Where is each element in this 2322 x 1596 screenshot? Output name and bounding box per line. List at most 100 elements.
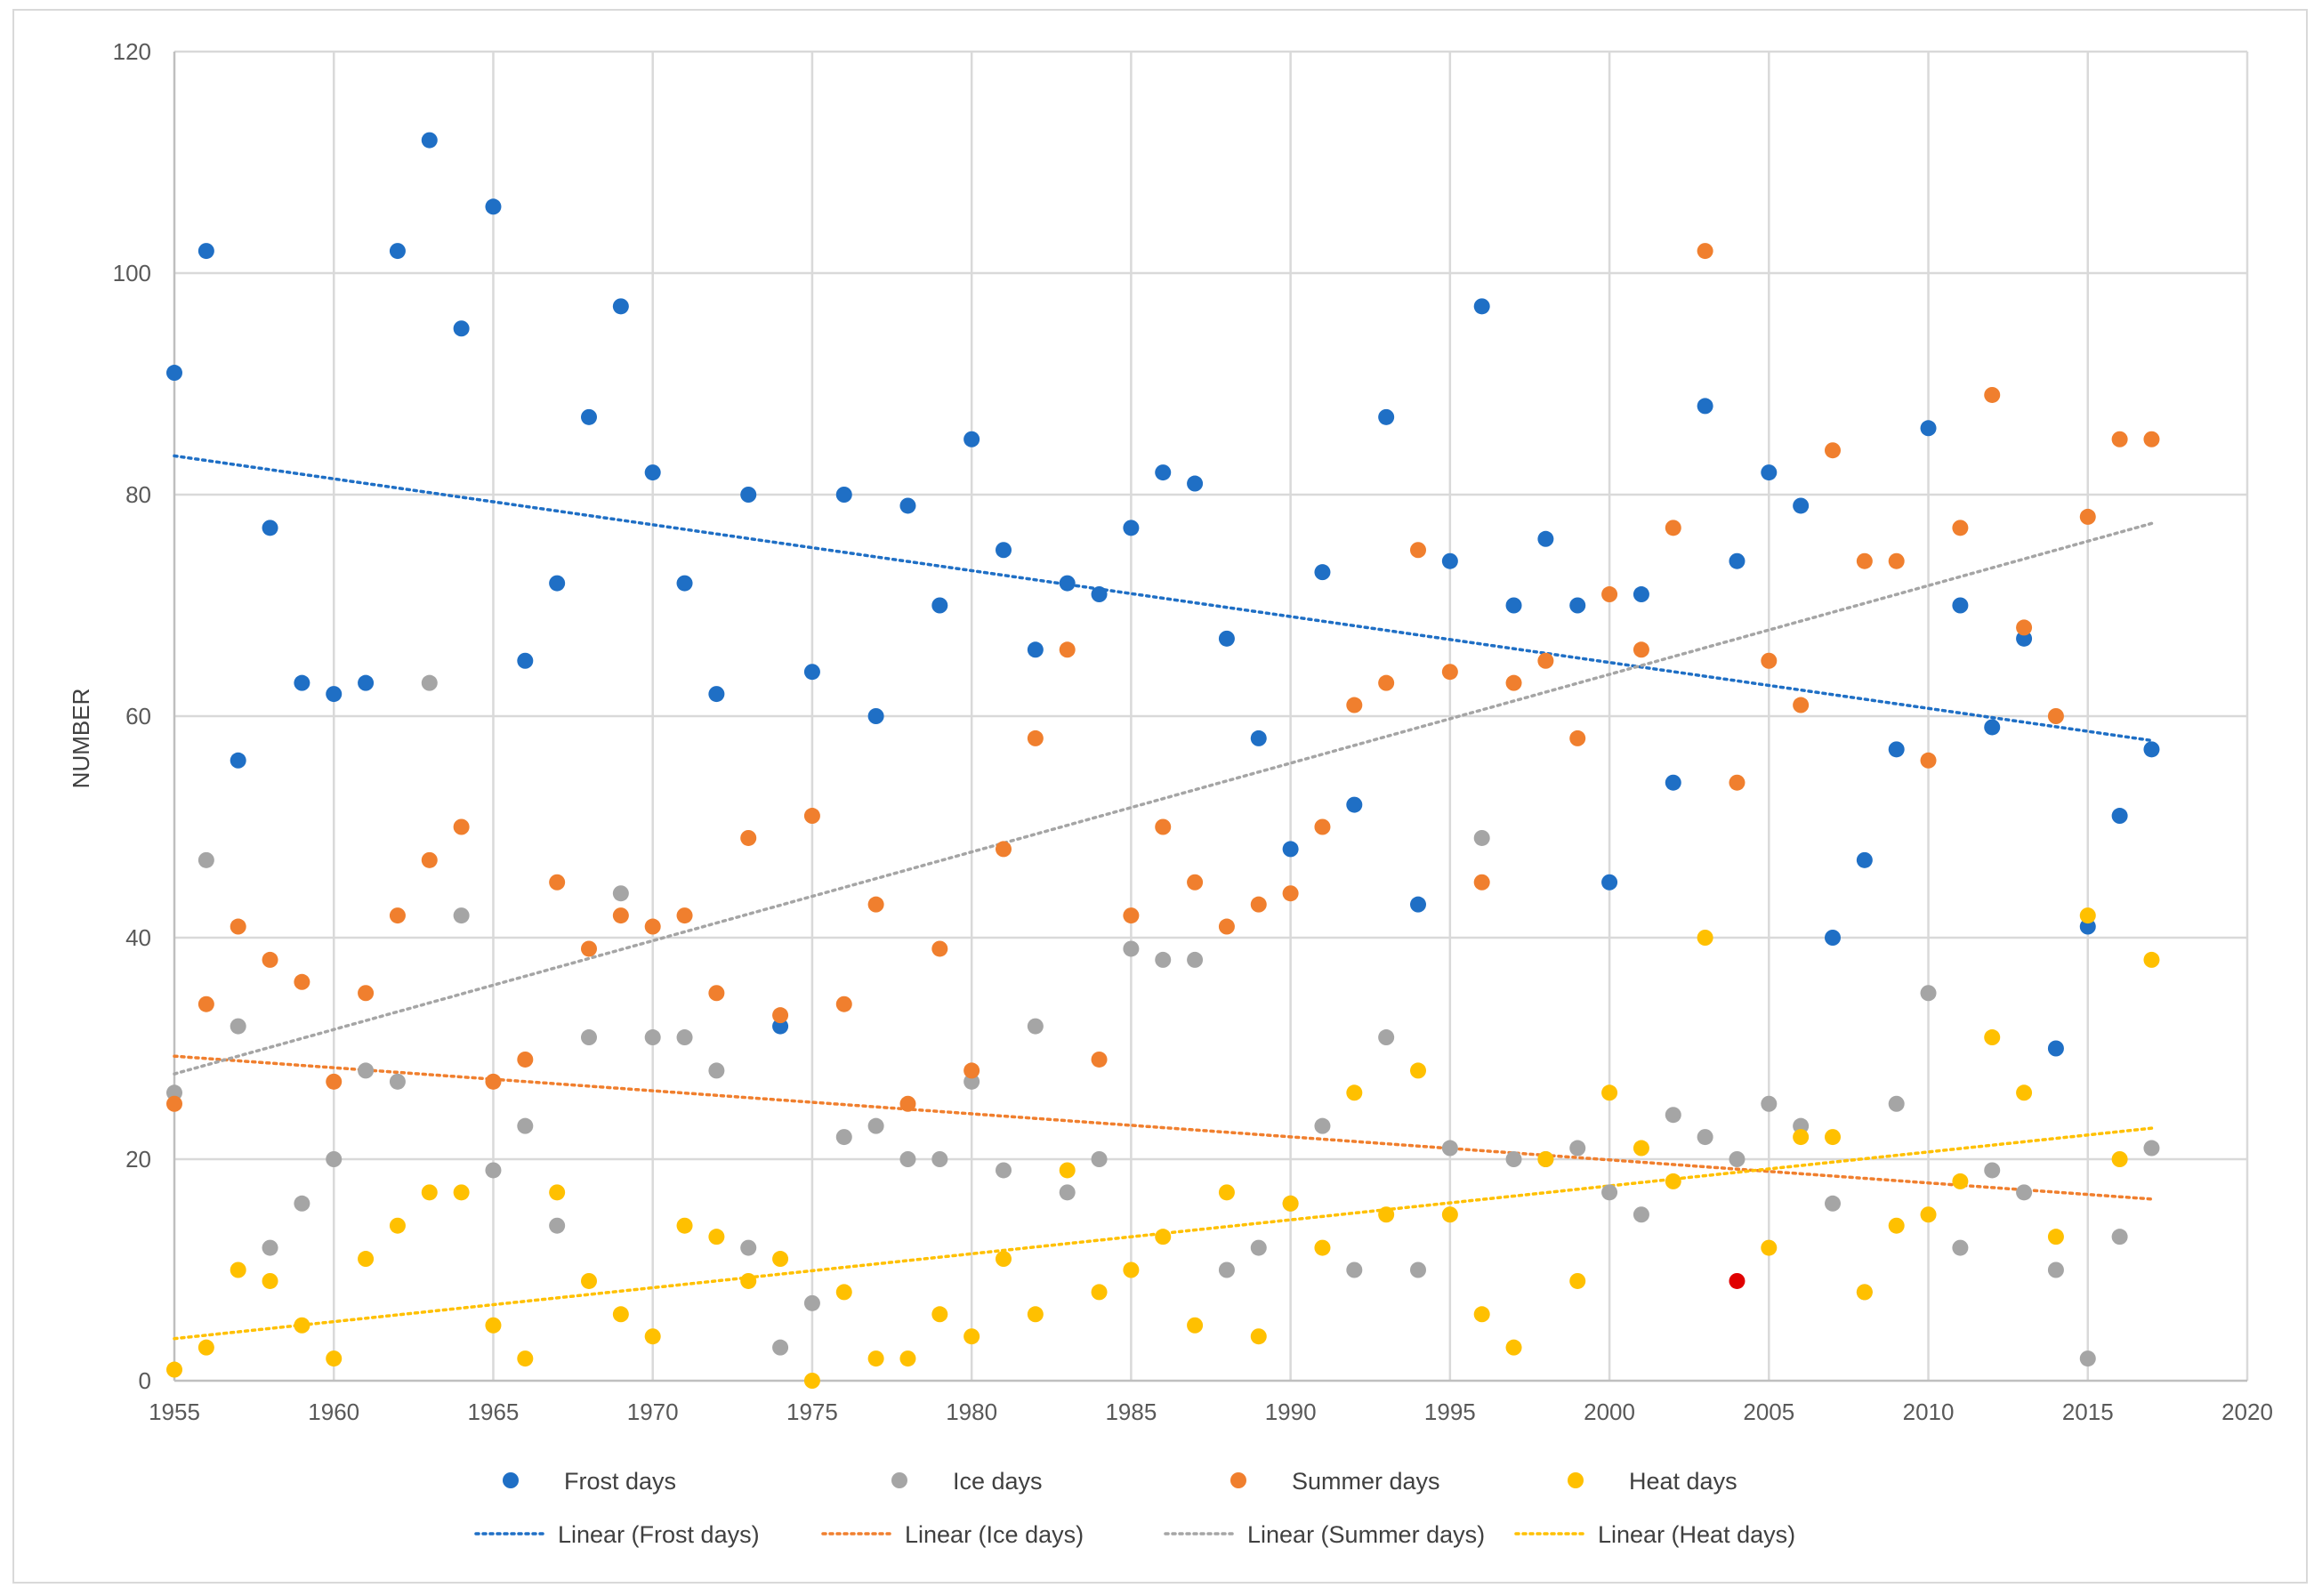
data-point [1569, 729, 1586, 746]
data-point [1665, 1107, 1681, 1124]
data-point [867, 1117, 884, 1134]
data-point [1155, 818, 1172, 835]
x-tick-label: 1995 [1424, 1399, 1476, 1425]
data-point [996, 841, 1012, 858]
legend-label: Frost days [564, 1468, 676, 1495]
data-point [1761, 1239, 1778, 1256]
data-point [1346, 1261, 1363, 1278]
data-point [2047, 1261, 2064, 1278]
data-point [1697, 1129, 1713, 1146]
data-point [517, 652, 534, 669]
data-point [1441, 552, 1458, 569]
x-tick-label: 1970 [627, 1399, 679, 1425]
data-point [1187, 1317, 1204, 1334]
data-point [676, 575, 693, 592]
data-point [1441, 664, 1458, 681]
data-point [389, 907, 406, 924]
x-tick-label: 2015 [2062, 1399, 2114, 1425]
trendline-1 [173, 1054, 2154, 1201]
legend-marker [1230, 1472, 1246, 1488]
data-point [1059, 641, 1076, 658]
data-point [676, 1217, 693, 1234]
legend-marker [1568, 1472, 1584, 1488]
data-point [358, 674, 375, 691]
data-point [1187, 951, 1204, 968]
data-point [1473, 298, 1490, 315]
legend-trend-label: Linear (Heat days) [1598, 1521, 1795, 1548]
data-point [1346, 697, 1363, 713]
data-point [517, 1350, 534, 1367]
data-point [326, 1151, 343, 1167]
x-tick-label: 2010 [1903, 1399, 1955, 1425]
data-point [1282, 885, 1299, 902]
data-point [358, 1062, 375, 1079]
data-point [262, 520, 278, 536]
data-point [1793, 697, 1810, 713]
data-point [803, 1373, 820, 1389]
data-point [1505, 597, 1522, 614]
data-point [1697, 930, 1713, 946]
data-point [1697, 398, 1713, 415]
data-point [1282, 1195, 1299, 1212]
data-point [421, 851, 438, 868]
data-point [1378, 408, 1395, 425]
data-point [1123, 520, 1140, 536]
legend-marker [891, 1472, 907, 1488]
data-point [612, 298, 629, 315]
data-point [517, 1051, 534, 1068]
data-point [1920, 1206, 1937, 1223]
data-point [1952, 1239, 1969, 1256]
data-point [1920, 752, 1937, 769]
data-point [1984, 719, 2001, 736]
data-point [963, 1062, 980, 1079]
legend-trend-label: Linear (Frost days) [558, 1521, 760, 1548]
data-point [1091, 1051, 1108, 1068]
x-tick-label: 1965 [468, 1399, 520, 1425]
data-point [2016, 630, 2033, 647]
data-point [1505, 1339, 1522, 1356]
data-point [2111, 1151, 2128, 1167]
y-tick-label: 0 [139, 1367, 151, 1394]
data-point [1569, 597, 1586, 614]
data-point [1920, 985, 1937, 1002]
data-point [772, 1007, 789, 1024]
data-point [1505, 674, 1522, 691]
data-point [262, 1239, 278, 1256]
data-point [421, 1184, 438, 1201]
trendline-0 [173, 454, 2154, 743]
data-point [803, 808, 820, 825]
x-tick-label: 2000 [1584, 1399, 1635, 1425]
legend: Frost days Ice days Summer days Heat days Li… [474, 1468, 1795, 1548]
data-point [166, 1361, 182, 1378]
data-point [899, 1350, 916, 1367]
data-points [166, 132, 2160, 1389]
data-point [612, 907, 629, 924]
data-point [549, 1184, 566, 1201]
trendline-2 [173, 521, 2154, 1076]
data-point [1537, 652, 1554, 669]
data-point [1601, 586, 1618, 603]
data-point [2111, 431, 2128, 447]
data-point [230, 1261, 246, 1278]
x-tick-label: 2005 [1743, 1399, 1794, 1425]
data-point [1346, 1084, 1363, 1101]
data-point [1410, 542, 1426, 559]
data-point [1601, 874, 1618, 891]
data-point [2143, 431, 2160, 447]
x-tick-label: 1980 [946, 1399, 997, 1425]
data-point [1155, 1229, 1172, 1245]
data-point [931, 1306, 948, 1323]
data-point [835, 1284, 852, 1301]
data-point [1665, 520, 1681, 536]
data-point [358, 1251, 375, 1268]
data-point [1027, 729, 1044, 746]
data-point [1410, 1261, 1426, 1278]
data-point [1091, 1151, 1108, 1167]
data-point [485, 198, 502, 215]
data-point [1187, 475, 1204, 492]
y-tick-label: 80 [125, 481, 151, 508]
data-point [1825, 930, 1841, 946]
legend-trend-label: Linear (Summer days) [1247, 1521, 1485, 1548]
data-point [1441, 1140, 1458, 1157]
